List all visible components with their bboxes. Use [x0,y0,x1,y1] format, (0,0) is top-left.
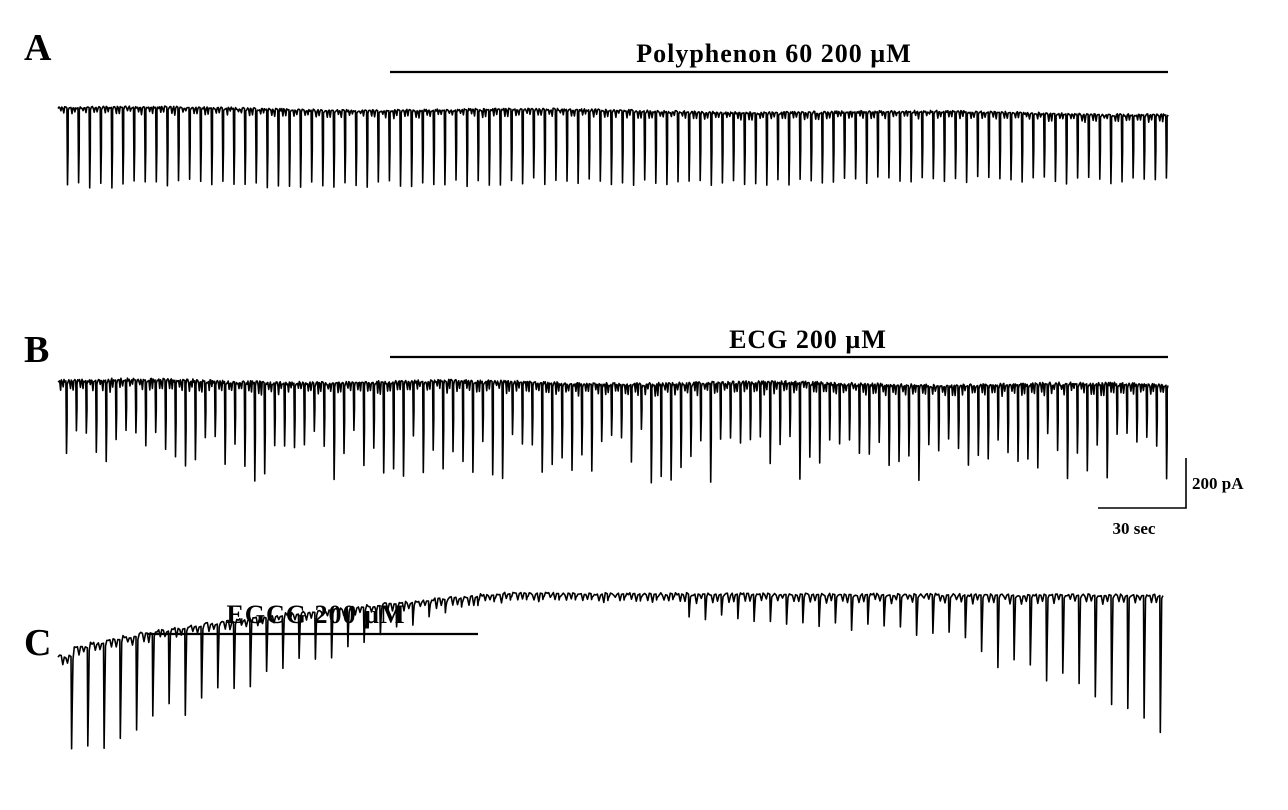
scale-bar-lines [1098,458,1187,509]
scale-bar: 200 pA 30 sec [1098,458,1244,538]
panel-c: C EGCG 200 µM [24,591,1164,750]
panel-b: B ECG 200 µM [24,325,1169,484]
treatment-label-a: Polyphenon 60 200 µM [636,39,912,68]
scale-label-current: 200 pA [1192,474,1244,493]
current-trace-c [57,591,1164,750]
panel-a: A Polyphenon 60 200 µM [24,27,1169,189]
scale-label-time: 30 sec [1113,519,1156,538]
treatment-label-b: ECG 200 µM [729,325,887,354]
panel-letter-b: B [24,329,49,371]
current-trace-b [57,377,1169,484]
panel-letter-a: A [24,27,52,69]
current-trace-a [57,105,1169,189]
panel-letter-c: C [24,622,51,664]
